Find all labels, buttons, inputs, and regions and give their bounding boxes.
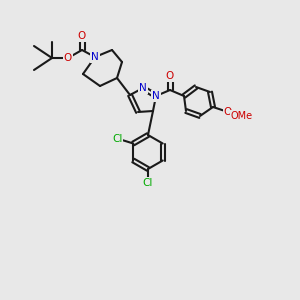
Text: O: O [64, 53, 72, 63]
Text: Cl: Cl [143, 178, 153, 188]
Text: N: N [139, 83, 147, 93]
Text: O: O [224, 107, 232, 117]
Text: Cl: Cl [112, 134, 122, 143]
Text: N: N [91, 52, 99, 62]
Text: OMe: OMe [231, 111, 253, 121]
Text: O: O [78, 31, 86, 41]
Text: O: O [166, 71, 174, 81]
Text: N: N [152, 91, 160, 101]
